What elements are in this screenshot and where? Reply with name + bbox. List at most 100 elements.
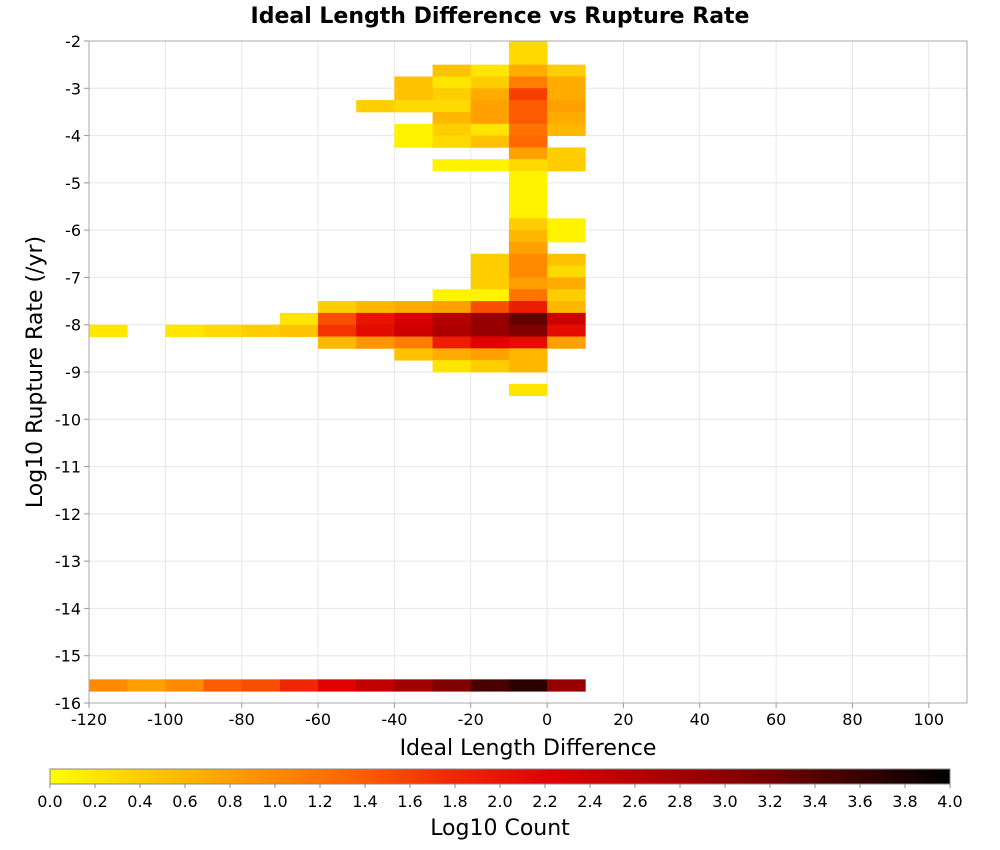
heatmap-cell (508, 301, 548, 314)
heatmap-cell (508, 253, 548, 267)
heatmap-cell (432, 76, 472, 89)
y-tick-label: -4 (65, 127, 81, 146)
heatmap-cell (470, 135, 510, 148)
heatmap-cell (432, 679, 472, 692)
heatmap-cell (470, 76, 510, 89)
heatmap-cell (394, 88, 433, 101)
heatmap-cell (432, 123, 472, 136)
x-axis-label: Ideal Length Difference (400, 736, 657, 761)
colorbar-tick-label: 0.0 (37, 792, 62, 811)
heatmap-cell (508, 230, 548, 243)
heatmap-cell (508, 289, 548, 302)
colorbar-tick-label: 2.6 (622, 792, 647, 811)
heatmap-cell (318, 336, 357, 349)
colorbar-tick-label: 2.4 (577, 792, 602, 811)
heatmap-cell (508, 241, 548, 255)
colorbar-tick-label: 3.8 (892, 792, 917, 811)
colorbar-tick-label: 3.4 (802, 792, 827, 811)
heatmap-cell (165, 324, 204, 337)
heatmap-cell (356, 324, 395, 337)
heatmap-cell (547, 336, 586, 349)
heatmap-cell (508, 111, 548, 125)
heatmap-cell (508, 679, 548, 692)
heatmap-cell (508, 383, 548, 397)
colorbar-tick-label: 0.4 (127, 792, 152, 811)
heatmap-cell (203, 679, 243, 692)
heatmap-cell (394, 135, 433, 148)
heatmap-cell (508, 76, 548, 89)
heatmap-cell (508, 88, 548, 101)
x-tick-label: 20 (613, 710, 633, 729)
heatmap-cell (279, 312, 319, 326)
heatmap-cell (547, 64, 586, 77)
heatmap-cell (470, 360, 510, 373)
heatmap-cell (547, 230, 586, 243)
heatmap-cell (356, 100, 395, 113)
y-tick-label: -7 (65, 268, 81, 287)
x-tick-label: 60 (766, 710, 786, 729)
heatmap-cell (89, 679, 128, 692)
heatmap-cell (547, 253, 586, 267)
colorbar-tick-label: 1.4 (352, 792, 377, 811)
heatmap-cell (432, 135, 472, 148)
x-tick-label: -120 (71, 710, 107, 729)
colorbar-tick-label: 2.2 (532, 792, 557, 811)
heatmap-cell (432, 100, 472, 113)
heatmap-cell (547, 218, 586, 231)
heatmap-cell (356, 679, 395, 692)
y-tick-label: -6 (65, 221, 81, 240)
heatmap-cell (432, 324, 472, 337)
heatmap-cell (394, 679, 433, 692)
heatmap-cell (508, 123, 548, 136)
heatmap-cell (547, 312, 586, 326)
colorbar-tick-label: 0.6 (172, 792, 197, 811)
y-axis-label: Log10 Rupture Rate (/yr) (23, 236, 48, 508)
y-tick-label: -3 (65, 79, 81, 98)
y-tick-label: -2 (65, 32, 81, 51)
y-tick-label: -10 (55, 410, 81, 429)
heatmap-cell (279, 324, 319, 337)
heatmap-cell (394, 76, 433, 89)
heatmap-cell (394, 301, 433, 314)
y-tick-label: -8 (65, 316, 81, 335)
x-tick-label: 40 (690, 710, 710, 729)
heatmap-cell (508, 265, 548, 278)
heatmap-cell (508, 206, 548, 219)
colorbar-label: Log10 Count (430, 816, 570, 841)
heatmap-cell (89, 324, 128, 337)
colorbar-tick-label: 4.0 (937, 792, 962, 811)
heatmap-cell (508, 336, 548, 349)
y-tick-label: -5 (65, 174, 81, 193)
heatmap-cell (470, 679, 510, 692)
heatmap-cell (508, 324, 548, 337)
x-tick-label: -20 (458, 710, 484, 729)
y-tick-label: -9 (65, 363, 81, 382)
heatmap-cell (547, 289, 586, 302)
heatmap-cell (470, 123, 510, 136)
heatmap-cell (547, 76, 586, 89)
heatmap-cell (508, 41, 548, 54)
colorbar: 0.0 0.2 0.4 0.6 0.8 1.0 1.2 1.4 1.6 1.8 2.0 2.2 2.4 2… (37, 768, 963, 811)
heatmap-cell (547, 111, 586, 125)
heatmap-cell (508, 194, 548, 207)
heatmap-cell (394, 348, 433, 361)
heatmap-cell (241, 679, 281, 692)
heatmap-cell (470, 64, 510, 77)
heatmap-cell (508, 277, 548, 290)
heatmap-cell (432, 111, 472, 125)
heatmap-cell (203, 324, 243, 337)
x-axis-ticks: -120 -100 -80 -60 -40 -20 0 20 40 60 80 100 (71, 703, 944, 729)
heatmap-cell (432, 88, 472, 101)
heatmap-cell (547, 88, 586, 101)
heatmap-cell (508, 147, 548, 160)
heatmap-cell (508, 171, 548, 184)
colorbar-tick-label: 1.6 (397, 792, 422, 811)
heatmap-cell (470, 336, 510, 349)
heatmap-cell (508, 135, 548, 148)
colorbar-tick-label: 0.8 (217, 792, 242, 811)
heatmap-cell (470, 301, 510, 314)
heatmap-cell (432, 348, 472, 361)
heatmap-cell (470, 324, 510, 337)
x-tick-label: -40 (381, 710, 407, 729)
colorbar-tick-label: 0.2 (82, 792, 107, 811)
